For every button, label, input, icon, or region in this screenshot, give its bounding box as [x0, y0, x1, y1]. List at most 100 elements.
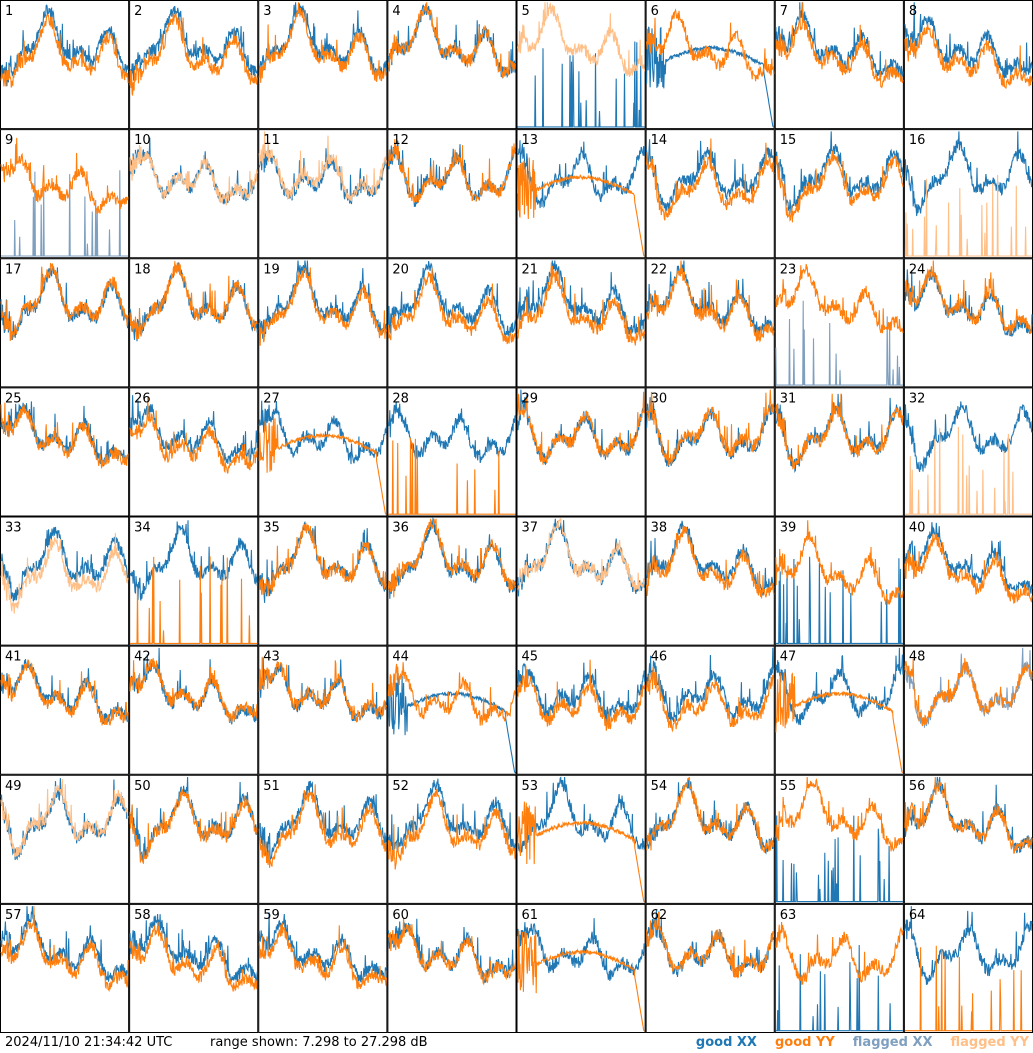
panel-4: 4	[387, 0, 517, 130]
yy-trace	[904, 945, 1032, 1032]
panel-label: 2	[134, 4, 142, 19]
xx-trace	[775, 2, 904, 78]
xx-trace	[775, 300, 903, 386]
panel-frame	[129, 258, 259, 388]
panel-frame	[516, 387, 646, 517]
yy-trace	[387, 2, 516, 79]
panel-63: 63	[774, 903, 904, 1033]
panel-33: 33	[0, 516, 130, 646]
yy-trace	[387, 268, 517, 345]
panel-39: 39	[774, 516, 904, 646]
xx-trace	[775, 944, 903, 1032]
panel-label: 6	[651, 4, 659, 19]
yy-trace	[387, 139, 517, 203]
panel-label: 61	[522, 908, 539, 923]
panel-56: 56	[903, 774, 1033, 904]
panel-frame	[387, 516, 517, 646]
xx-trace	[904, 401, 1033, 473]
panel-3: 3	[258, 0, 388, 130]
panel-43: 43	[258, 645, 388, 775]
yy-trace	[775, 776, 904, 852]
panel-frame	[258, 258, 388, 388]
yy-trace	[904, 23, 1033, 89]
footer: 2024/11/10 21:34:42 UTC range shown: 7.2…	[0, 1033, 1033, 1053]
yy-trace	[646, 138, 775, 221]
legend-flagged-xx: flagged XX	[852, 1035, 933, 1050]
yy-trace	[904, 658, 1033, 727]
panel-frame	[645, 903, 775, 1033]
yy-trace	[904, 533, 1033, 604]
panel-24: 24	[903, 258, 1033, 388]
panel-13: 13	[516, 129, 646, 259]
panel-40: 40	[903, 516, 1033, 646]
panel-frame	[0, 516, 130, 646]
panel-frame	[774, 645, 904, 775]
panel-frame	[516, 516, 646, 646]
xx-trace	[258, 260, 387, 339]
xx-trace	[646, 26, 774, 128]
yy-trace	[775, 672, 903, 774]
panel-label: 18	[134, 262, 151, 277]
panel-38: 38	[645, 516, 775, 646]
xx-trace	[0, 906, 129, 982]
panel-label: 62	[651, 908, 668, 923]
panel-label: 34	[134, 521, 151, 536]
panel-64: 64	[903, 903, 1033, 1033]
panel-label: 10	[134, 133, 151, 148]
panel-label: 32	[909, 391, 926, 406]
panel-36: 36	[387, 516, 517, 646]
panel-label: 15	[780, 133, 797, 148]
panel-19: 19	[258, 258, 388, 388]
panel-28: 28	[387, 387, 517, 517]
panel-label: 31	[780, 391, 797, 406]
panel-20: 20	[387, 258, 517, 388]
xx-trace	[904, 776, 1033, 854]
panel-6: 6	[645, 0, 775, 130]
panel-label: 5	[522, 4, 530, 19]
panel-frame	[0, 903, 130, 1033]
panel-46: 46	[645, 645, 775, 775]
panel-frame	[774, 258, 904, 388]
panel-27: 27	[258, 387, 388, 517]
panel-label: 55	[780, 779, 797, 794]
xx-trace	[129, 5, 258, 81]
yy-trace	[258, 656, 387, 724]
panel-label: 37	[522, 521, 539, 536]
yy-trace	[904, 260, 1033, 336]
panel-frame	[129, 0, 259, 130]
yy-trace	[258, 2, 387, 83]
yy-trace	[646, 389, 775, 466]
panel-label: 1	[5, 4, 13, 19]
panel-10: 10	[129, 129, 259, 259]
xx-trace	[387, 778, 516, 857]
yy-trace	[388, 437, 516, 515]
panel-1: 1	[0, 0, 130, 130]
panel-16: 16	[903, 129, 1033, 259]
panel-51: 51	[258, 774, 388, 904]
yy-trace	[0, 659, 129, 726]
panel-label: 40	[909, 521, 926, 536]
yy-trace	[775, 520, 904, 605]
yy-trace	[129, 261, 258, 340]
panel-57: 57	[0, 903, 130, 1033]
panel-label: 39	[780, 521, 797, 536]
panel-label: 8	[909, 4, 917, 19]
legend-flagged-yy: flagged YY	[950, 1035, 1030, 1050]
panel-23: 23	[774, 258, 904, 388]
panel-frame	[129, 129, 259, 259]
xx-trace	[516, 918, 646, 981]
xx-trace	[259, 2, 387, 79]
panel-label: 53	[522, 779, 539, 794]
panel-label: 43	[263, 650, 280, 665]
yy-trace	[646, 665, 775, 733]
yy-trace	[129, 921, 258, 992]
panel-label: 20	[392, 262, 409, 277]
panel-label: 35	[263, 521, 280, 536]
panel-label: 23	[780, 262, 797, 277]
panel-frame	[903, 258, 1033, 388]
panel-label: 24	[909, 262, 926, 277]
panel-12: 12	[387, 129, 517, 259]
xx-trace	[129, 914, 258, 983]
yy-trace	[516, 801, 645, 903]
